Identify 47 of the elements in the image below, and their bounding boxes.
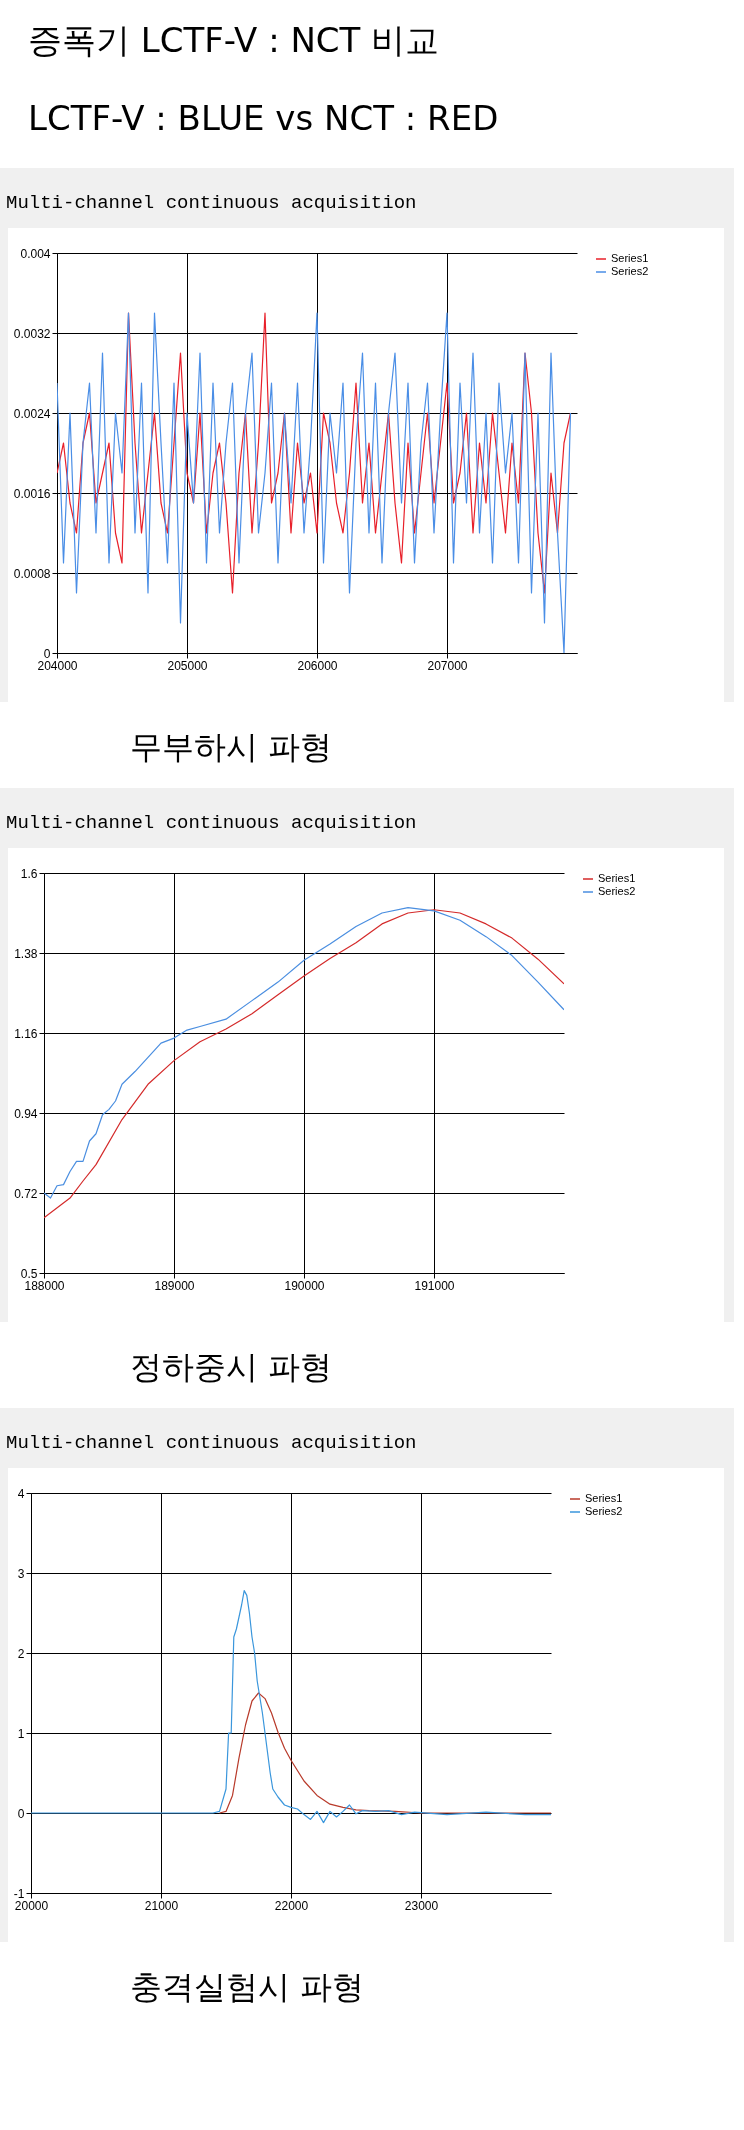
y-tick-label: 1.6 [20,866,38,881]
legend-label: Series2 [585,1505,623,1517]
legend-label: Series1 [598,872,636,884]
chart-subtitle: LCTF-V : BLUE vs NCT : RED [27,97,500,140]
y-tick-label: 4 [17,1486,25,1501]
line-series [57,312,572,653]
y-tick-label: 0.5 [20,1266,38,1281]
y-tick-label: 0.72 [14,1186,38,1201]
line-series [218,1692,551,1814]
y-tick-label: 0.0032 [13,326,51,341]
x-tick-label: 20000 [14,1898,49,1913]
text: 무부하시 파형 [129,727,334,768]
legend-label: Series1 [585,1492,623,1504]
x-tick-label: 206000 [297,658,338,673]
y-tick-label: 2 [17,1646,25,1661]
chart-title: Multi-channel continuous acquisition [6,811,418,836]
y-tick-label: 3 [17,1566,25,1581]
y-tick-label: 1 [17,1726,25,1741]
line-series [57,312,572,594]
y-tick-label: -1 [13,1886,25,1901]
y-tick-label: 0.004 [20,246,51,261]
y-tick-label: 1.38 [14,946,38,961]
legend-label: Series1 [611,252,649,264]
y-tick-label: 0.0024 [13,406,51,421]
text: 충격실험시 파형 [129,1967,366,2008]
legend-label: Series2 [598,885,636,897]
text: Multi-channel continuous acquisition [6,191,418,216]
chart-title: 증폭기 LCTF-V : NCT 비교 [27,19,441,62]
x-tick-label: 21000 [144,1898,179,1913]
x-tick-label: 23000 [404,1898,439,1913]
y-tick-label: 1.16 [14,1026,38,1041]
y-tick-label: 0.94 [14,1106,38,1121]
x-tick-label: 205000 [167,658,208,673]
y-tick-label: 0 [43,646,51,661]
x-tick-label: 190000 [284,1278,325,1293]
y-tick-label: 0 [17,1806,25,1821]
x-tick-label: 189000 [154,1278,195,1293]
x-tick-label: 204000 [37,658,78,673]
y-tick-label: 0.0008 [13,566,51,581]
x-tick-label: 207000 [427,658,468,673]
text: 정하중시 파형 [129,1347,334,1388]
y-tick-label: 0.0016 [13,486,51,501]
chart-title: Multi-channel continuous acquisition [6,1431,418,1456]
x-tick-label: 191000 [414,1278,455,1293]
x-tick-label: 22000 [274,1898,309,1913]
legend-label: Series2 [611,265,649,277]
x-tick-label: 188000 [24,1278,65,1293]
